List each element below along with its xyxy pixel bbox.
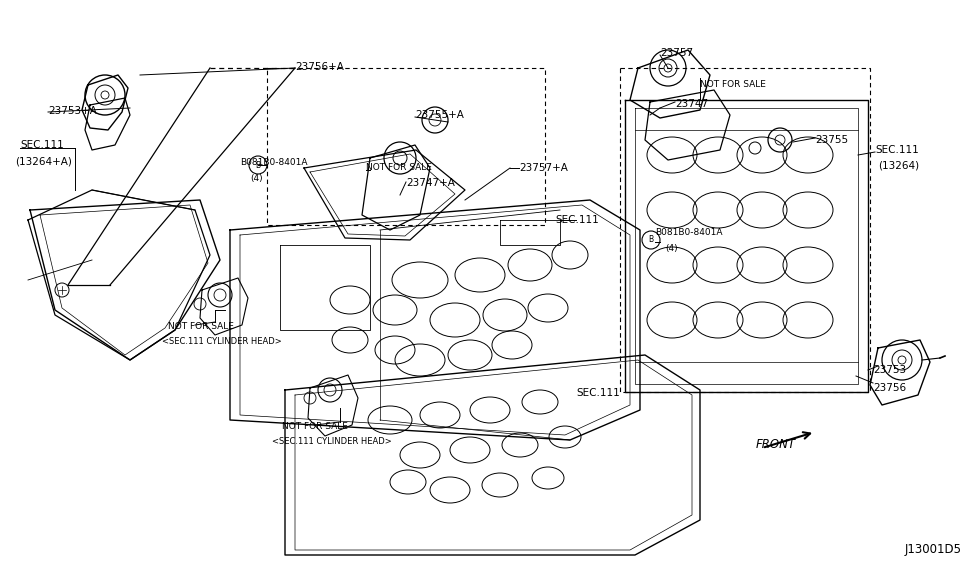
Text: NOT FOR SALE: NOT FOR SALE (168, 322, 234, 331)
Text: SEC.111: SEC.111 (576, 388, 620, 398)
Text: NOT FOR SALE: NOT FOR SALE (282, 422, 348, 431)
Text: 23753: 23753 (873, 365, 906, 375)
Text: (13264+A): (13264+A) (15, 156, 72, 166)
Text: (4): (4) (250, 174, 262, 183)
Text: 23747+A: 23747+A (406, 178, 455, 188)
Text: J13001D5: J13001D5 (905, 543, 962, 556)
Text: B081B0-8401A: B081B0-8401A (655, 228, 722, 237)
Text: 23753+A: 23753+A (48, 106, 97, 116)
Text: NOT FOR SALE: NOT FOR SALE (366, 163, 432, 172)
Text: 23755: 23755 (815, 135, 848, 145)
Text: 23757+A: 23757+A (519, 163, 567, 173)
Text: NOT FOR SALE: NOT FOR SALE (700, 80, 766, 89)
Text: FRONT: FRONT (756, 438, 796, 451)
Text: <SEC.111 CYLINDER HEAD>: <SEC.111 CYLINDER HEAD> (272, 437, 392, 446)
Text: (4): (4) (665, 244, 678, 253)
Text: B081B0-8401A: B081B0-8401A (240, 158, 307, 167)
Text: <SEC.111 CYLINDER HEAD>: <SEC.111 CYLINDER HEAD> (162, 337, 282, 346)
Text: 23757: 23757 (660, 48, 693, 58)
Text: B: B (255, 161, 260, 169)
Text: SEC.111: SEC.111 (875, 145, 918, 155)
Text: SEC.111: SEC.111 (555, 215, 599, 225)
Text: B: B (648, 235, 653, 245)
Text: SEC.111: SEC.111 (20, 140, 63, 150)
Text: 23756+A: 23756+A (295, 62, 344, 72)
Text: (13264): (13264) (878, 160, 919, 170)
Text: 23747: 23747 (675, 99, 708, 109)
Text: 23755+A: 23755+A (415, 110, 464, 120)
Text: 23756: 23756 (873, 383, 906, 393)
